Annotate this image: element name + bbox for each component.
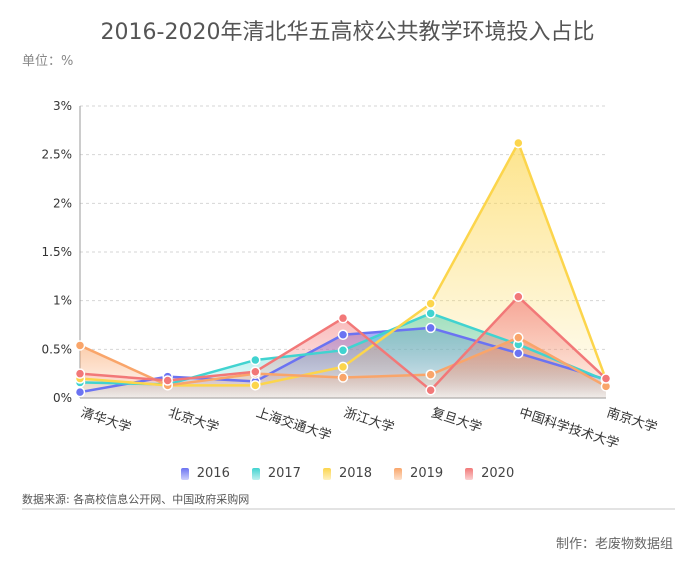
data-point-2020[interactable] (425, 384, 436, 396)
legend-label: 2016 (196, 466, 230, 481)
y-axis-ticks: 0% 0.5% 1% 1.5% 2% 2.5% 3% (42, 99, 73, 405)
x-tick-label: 中国科学技术大学 (517, 405, 621, 452)
data-point-2020[interactable] (162, 375, 173, 386)
divider (22, 508, 675, 510)
x-tick-label: 南京大学 (605, 405, 659, 436)
legend-item-2016[interactable]: 2016 (180, 466, 230, 481)
chart-title: 2016-2020年清北华五高校公共教学环境投入占比 (100, 20, 595, 45)
data-source: 数据来源: 各高校信息公开网、中国政府采购网 (22, 493, 250, 506)
credit-label: 制作：老废物数据组 (555, 537, 673, 552)
y-tick-label: 1.5% (42, 245, 73, 259)
y-tick-label: 2.5% (42, 148, 73, 162)
data-point-2016[interactable] (425, 322, 436, 334)
legend-label: 2019 (410, 466, 444, 481)
y-tick-label: 0% (53, 391, 72, 405)
data-point-2018[interactable] (513, 137, 524, 149)
data-point-2018[interactable] (425, 298, 436, 309)
data-point-2016[interactable] (74, 386, 86, 398)
y-tick-label: 3% (53, 99, 72, 113)
x-tick-label: 清华大学 (79, 405, 133, 436)
y-tick-label: 0.5% (42, 342, 73, 356)
data-point-2019[interactable] (513, 332, 524, 343)
data-points (74, 137, 612, 398)
x-tick-label: 复旦大学 (429, 405, 483, 436)
legend-item-2019[interactable]: 2019 (394, 466, 443, 481)
legend-swatch (180, 467, 189, 480)
data-point-2017[interactable] (425, 308, 436, 319)
data-point-2016[interactable] (513, 347, 524, 359)
data-point-2020[interactable] (74, 368, 86, 379)
data-point-2016[interactable] (337, 329, 349, 340)
legend-label: 2020 (481, 466, 515, 481)
data-point-2019[interactable] (337, 372, 349, 383)
x-tick-label: 上海交通大学 (254, 405, 333, 444)
legend-label: 2017 (267, 466, 301, 481)
legend-swatch (394, 467, 403, 480)
legend-item-2017[interactable]: 2017 (251, 466, 301, 481)
data-point-2017[interactable] (337, 345, 349, 356)
series-area-2018 (80, 142, 606, 398)
data-point-2019[interactable] (74, 340, 86, 351)
x-tick-label: 北京大学 (166, 405, 220, 436)
legend-swatch (251, 467, 260, 480)
y-tick-label: 2% (53, 196, 72, 210)
legend-label: 2018 (338, 466, 373, 481)
legend: 2016 2017 2018 2019 2020 (0, 466, 695, 481)
data-point-2020[interactable] (600, 373, 612, 384)
data-point-2019[interactable] (425, 369, 436, 380)
unit-label: 单位：% (22, 54, 74, 69)
legend-item-2020[interactable]: 2020 (465, 466, 514, 481)
legend-swatch (465, 467, 474, 480)
x-tick-label: 浙江大学 (342, 405, 396, 436)
legend-item-2018[interactable]: 2018 (322, 466, 373, 481)
data-point-2020[interactable] (337, 312, 349, 324)
y-tick-label: 1% (53, 294, 72, 308)
data-point-2018[interactable] (250, 380, 261, 391)
legend-swatch (322, 467, 331, 480)
series-areas (80, 142, 606, 398)
data-point-2018[interactable] (337, 361, 349, 373)
data-point-2020[interactable] (250, 366, 261, 377)
data-point-2017[interactable] (250, 354, 261, 366)
data-point-2020[interactable] (513, 291, 524, 303)
